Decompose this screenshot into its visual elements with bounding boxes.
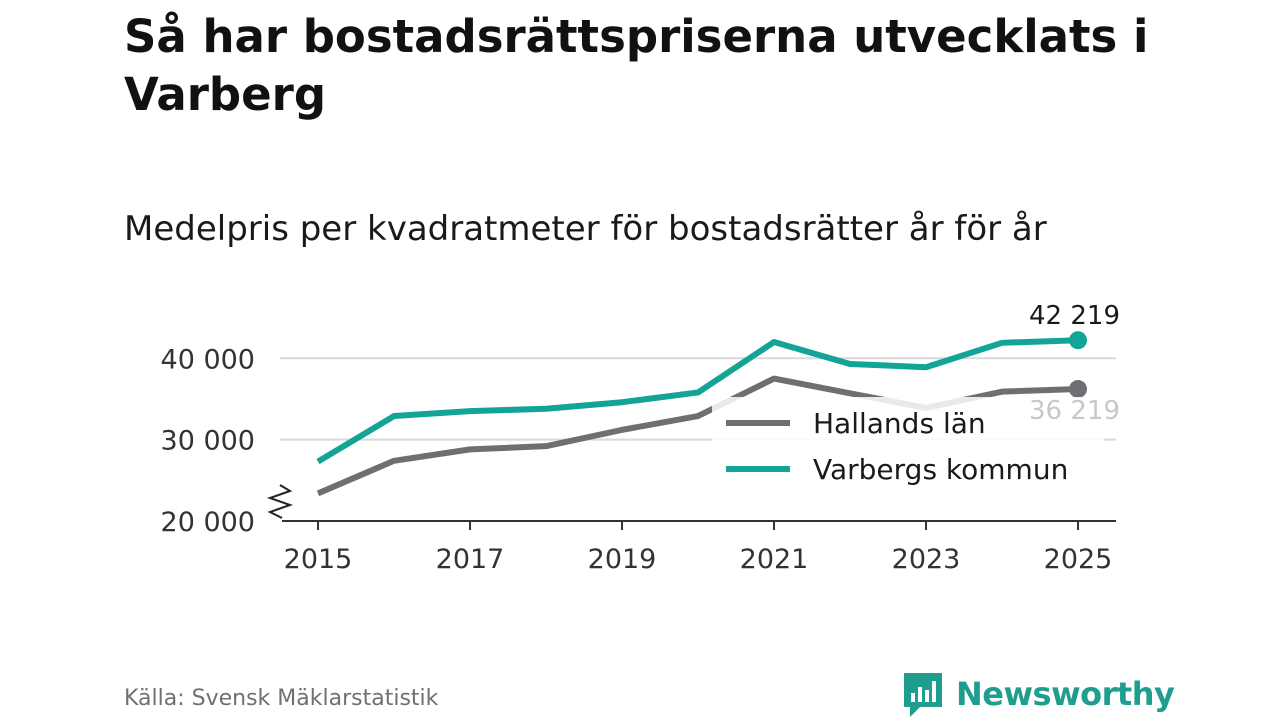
axis-break-icon bbox=[266, 484, 294, 519]
legend: Hallands län Varbergs kommun bbox=[712, 397, 1104, 505]
series-line-varbergs-kommun bbox=[316, 337, 1079, 465]
newsworthy-logo: Newsworthy bbox=[902, 670, 1175, 718]
x-tick-label: 2017 bbox=[436, 544, 505, 575]
legend-label: Varbergs kommun bbox=[813, 453, 1068, 486]
x-tick-label: 2015 bbox=[284, 544, 353, 575]
legend-label: Hallands län bbox=[813, 407, 986, 440]
legend-background bbox=[712, 397, 1104, 505]
x-tick-label: 2025 bbox=[1044, 544, 1113, 575]
x-tick-label: 2021 bbox=[740, 544, 809, 575]
data-label-hallands-lan: 36 219 bbox=[1029, 396, 1120, 426]
chart-subtitle: Medelpris per kvadratmeter för bostadsrä… bbox=[124, 209, 1047, 249]
source-note: Källa: Svensk Mäklarstatistik bbox=[124, 686, 439, 711]
chart-bubble-icon bbox=[904, 673, 942, 717]
series-end-point bbox=[1069, 331, 1087, 350]
y-tick-label: 40 000 bbox=[161, 344, 255, 375]
y-tick-label: 30 000 bbox=[161, 426, 255, 457]
x-tick-label: 2023 bbox=[892, 544, 961, 575]
brand-name: Newsworthy bbox=[956, 675, 1175, 713]
data-labels: 42 219 36 219 bbox=[1029, 301, 1120, 426]
y-tick-label: 20 000 bbox=[161, 507, 255, 538]
x-tick-label: 2019 bbox=[588, 544, 657, 575]
axes: 20 000 30 000 40 000 2015 2017 2019 2021 2023 20… bbox=[161, 344, 1116, 575]
series-end-point bbox=[1069, 380, 1087, 399]
data-label-varbergs-kommun: 42 219 bbox=[1029, 301, 1120, 331]
chart-title: Så har bostadsrättspriserna utvecklats i… bbox=[124, 10, 1149, 121]
